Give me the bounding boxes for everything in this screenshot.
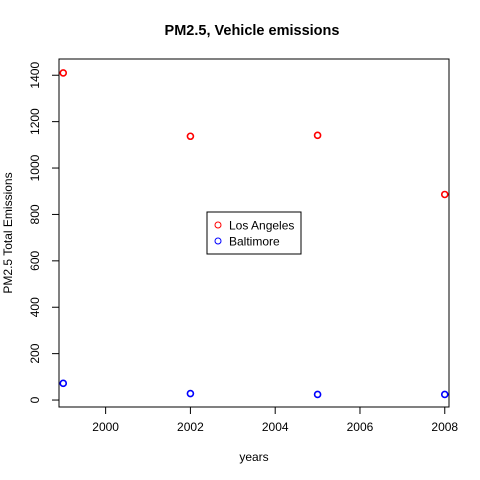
legend-box <box>206 211 302 255</box>
legend-marker-baltimore <box>214 237 222 245</box>
data-point-los-angeles <box>59 69 68 77</box>
legend-label-los-angeles: Los Angeles <box>229 219 294 233</box>
y-tick-label: 800 <box>28 204 42 224</box>
x-tick-label: 2006 <box>347 420 374 434</box>
data-point-los-angeles <box>440 190 449 199</box>
y-axis: 0 200 400 600 800 1000 1200 1400 <box>28 62 60 403</box>
data-point-baltimore <box>186 389 195 398</box>
y-tick-label: 200 <box>28 343 42 363</box>
x-axis-label: years <box>239 450 268 464</box>
x-tick-label: 2000 <box>92 420 119 434</box>
y-axis-label: PM2.5 Total Emissions <box>1 172 15 293</box>
y-tick-label: 400 <box>28 297 42 317</box>
legend-label-baltimore: Baltimore <box>229 235 280 249</box>
data-points <box>59 69 449 399</box>
y-tick-label: 1200 <box>28 108 42 135</box>
x-tick-label: 2008 <box>431 420 458 434</box>
x-tick-label: 2004 <box>262 420 289 434</box>
chart-title: PM2.5, Vehicle emissions <box>165 23 340 39</box>
legend-marker-los-angeles <box>214 221 222 229</box>
data-point-baltimore <box>440 390 449 399</box>
x-axis: 2000 2002 2004 2006 2008 <box>92 406 458 434</box>
data-point-baltimore <box>313 390 322 399</box>
y-tick-label: 600 <box>28 251 42 271</box>
x-tick-label: 2002 <box>177 420 204 434</box>
y-tick-label: 1400 <box>28 62 42 89</box>
y-tick-label: 0 <box>28 396 42 403</box>
data-point-baltimore <box>59 379 68 388</box>
y-tick-label: 1000 <box>28 154 42 181</box>
data-point-los-angeles <box>186 132 195 141</box>
data-point-los-angeles <box>313 131 322 140</box>
legend: Los Angeles Baltimore <box>206 211 302 255</box>
